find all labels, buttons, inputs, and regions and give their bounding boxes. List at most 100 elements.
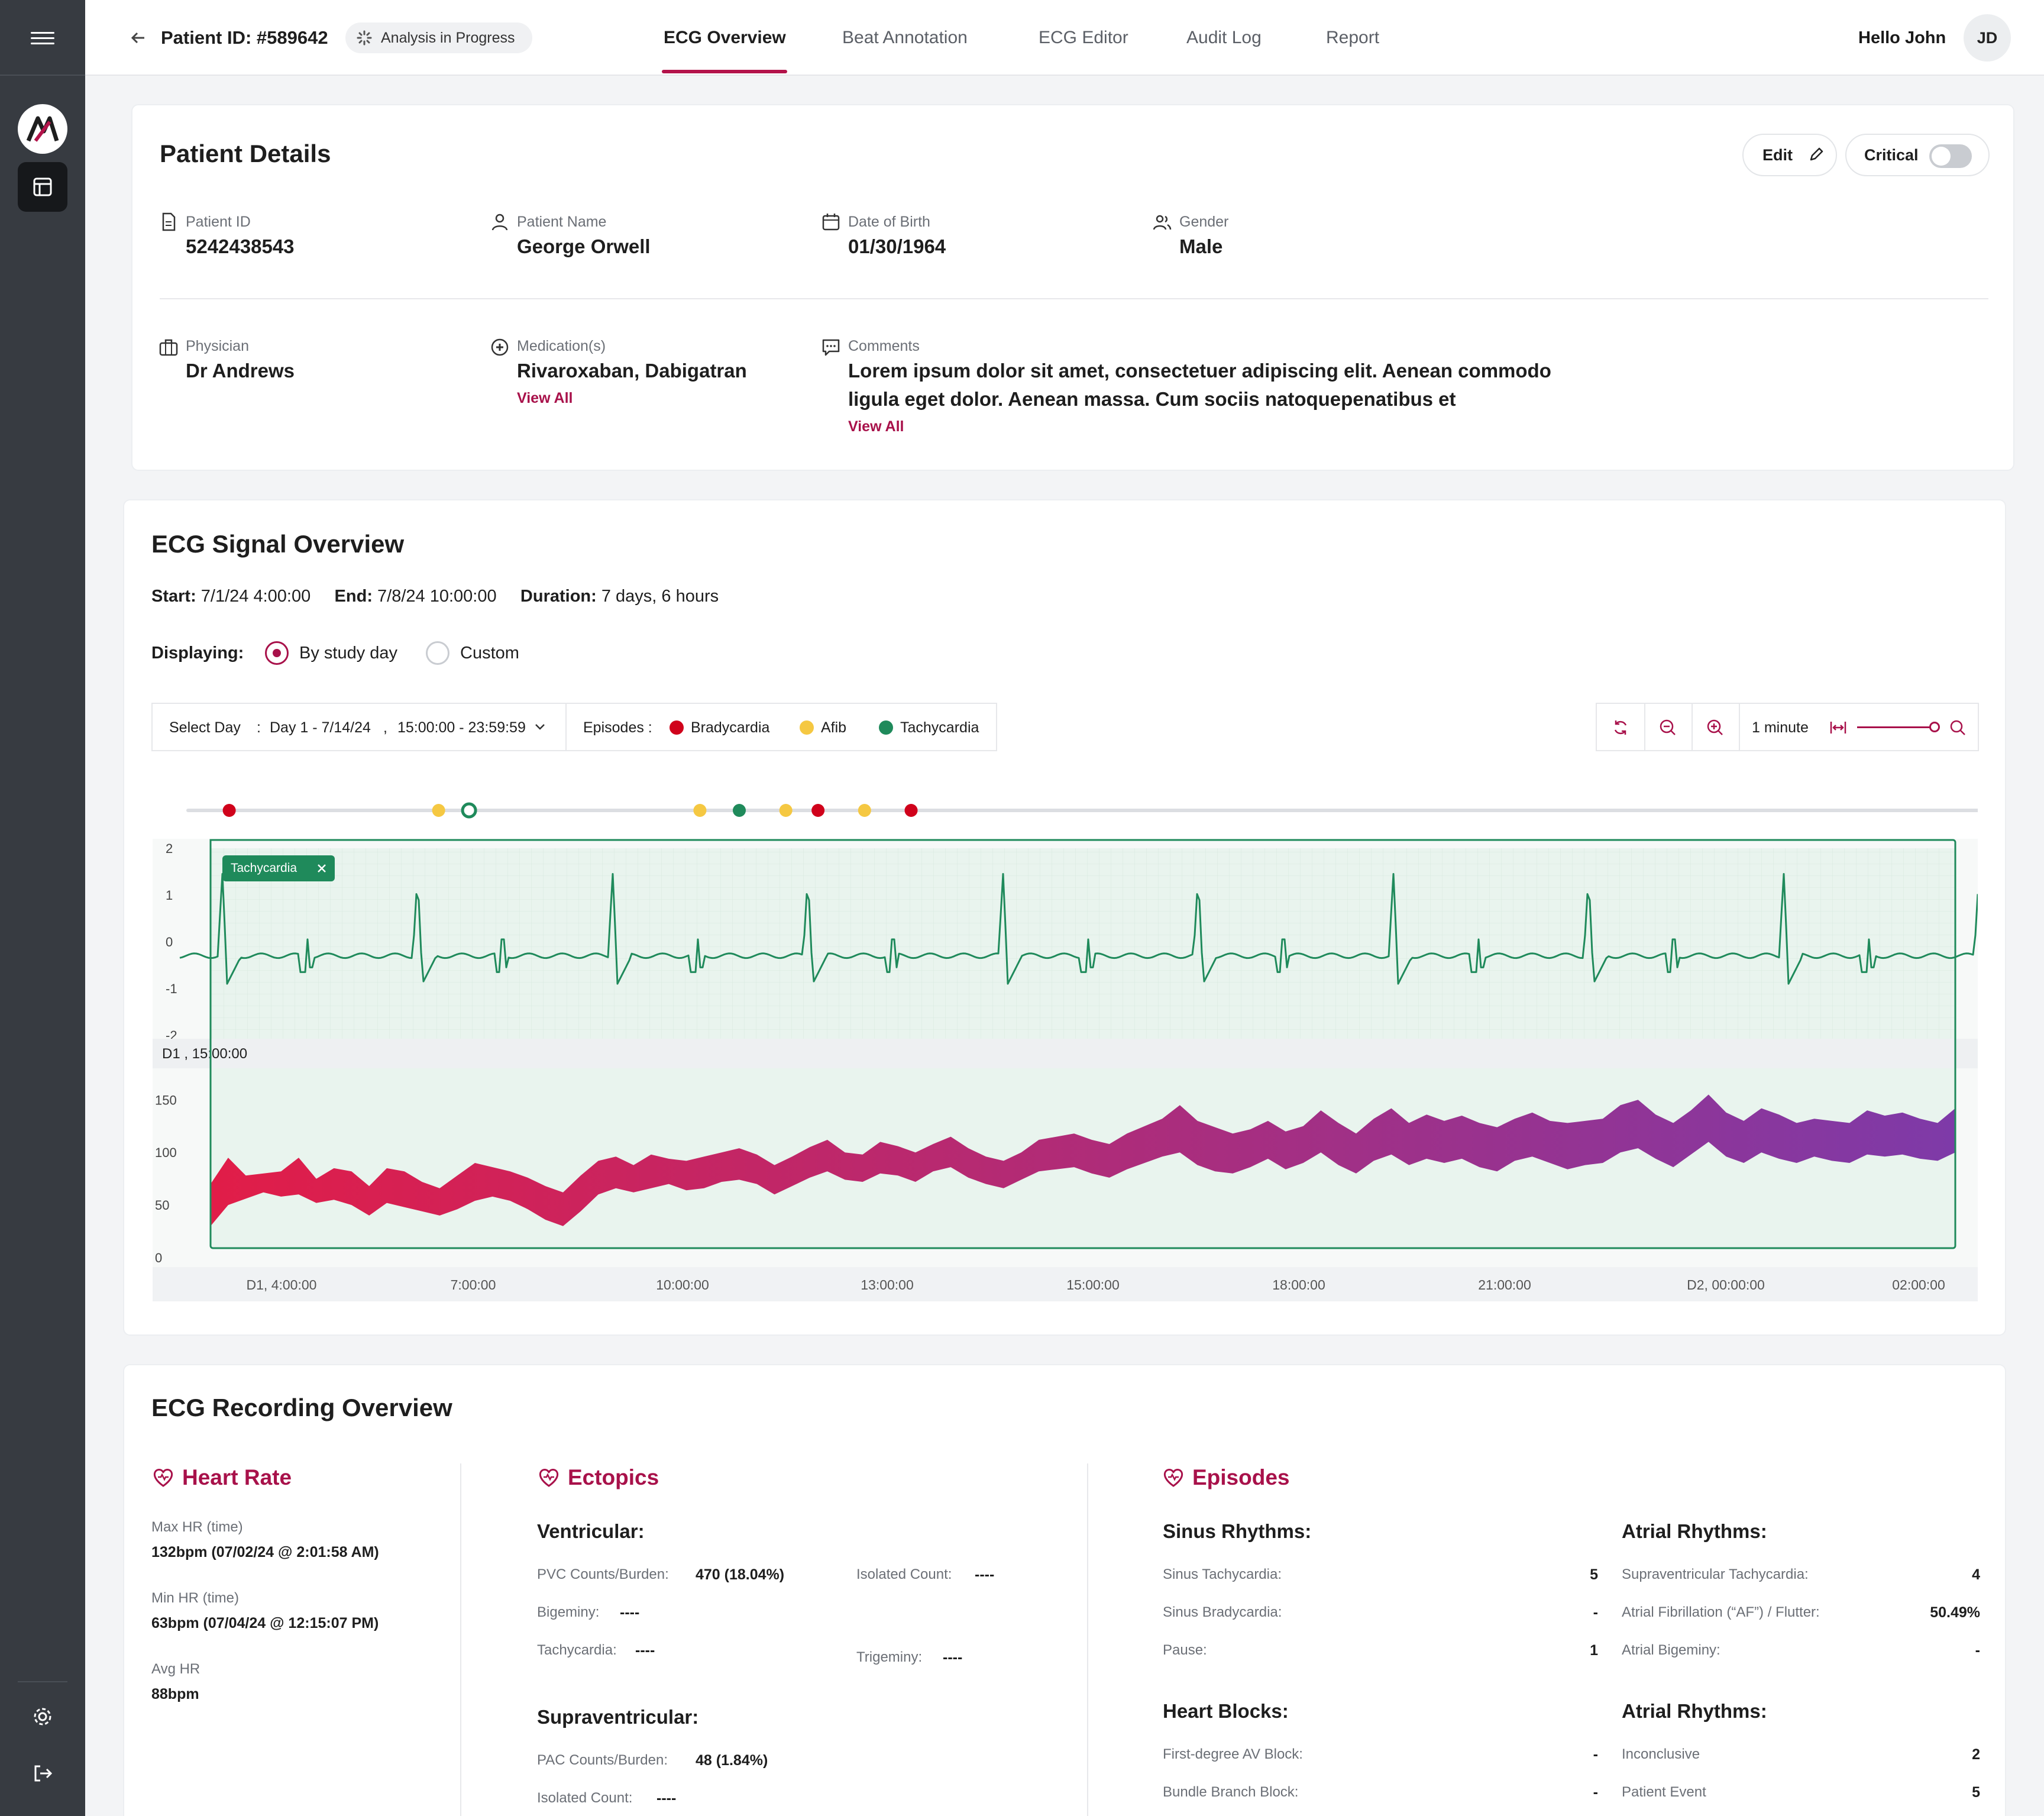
tab-report[interactable]: Report — [1326, 28, 1380, 47]
ecg-recording-overview-card: ECG Recording Overview Heart Rate Max HR… — [123, 1364, 2006, 1816]
episodes-legend: Episodes : Bradycardia Afib Tachycardia — [565, 703, 997, 751]
logout-icon[interactable] — [30, 1760, 56, 1786]
pause-label: Pause: — [1163, 1642, 1207, 1658]
column-divider — [460, 1463, 461, 1816]
tachycardia-tag[interactable]: Tachycardia — [222, 855, 335, 881]
inconclusive-label: Inconclusive — [1622, 1746, 1700, 1762]
heart-pulse-icon — [539, 1469, 559, 1487]
zoom-window-label: 1 minute — [1752, 719, 1809, 736]
atrial-bigeminy-value: - — [1975, 1642, 1980, 1659]
sidebar-item-dashboard[interactable] — [18, 162, 67, 212]
briefcase-icon — [159, 339, 178, 356]
episode-marker-bradycardia[interactable] — [811, 804, 825, 817]
comments-text-line-1: Lorem ipsum dolor sit amet, consectetuer… — [848, 360, 1551, 382]
user-greeting: Hello John — [1858, 28, 1946, 47]
radio-custom-label[interactable]: Custom — [460, 644, 519, 663]
legend-afib: Afib — [821, 719, 847, 736]
ecg-y-tick-label: 1 — [166, 888, 173, 903]
pac-label: PAC Counts/Burden: — [537, 1752, 668, 1768]
sidebar-divider — [0, 75, 85, 76]
ecg-waveform — [179, 873, 1979, 985]
ecg-y-tick-label: 2 — [166, 841, 173, 856]
loading-spinner-icon — [357, 30, 372, 46]
episode-marker-bradycardia[interactable] — [222, 804, 236, 817]
day-value: Day 1 - 7/14/24 — [270, 719, 371, 736]
medications-value: Rivaroxaban, Dabigatran — [517, 360, 747, 382]
tab-audit-log[interactable]: Audit Log — [1186, 28, 1262, 47]
trigeminy-value: ---- — [943, 1649, 963, 1666]
gender-label: Gender — [1179, 214, 1229, 230]
comments-view-all-link[interactable]: View All — [848, 418, 904, 435]
comment-icon — [822, 339, 840, 356]
reset-icon[interactable] — [1609, 716, 1632, 739]
user-icon — [491, 214, 508, 231]
settings-gear-icon[interactable] — [30, 1704, 56, 1730]
tab-ecg-overview[interactable]: ECG Overview — [664, 28, 786, 47]
recording-title: ECG Recording Overview — [151, 1394, 452, 1421]
critical-toggle-switch[interactable] — [1929, 144, 1972, 168]
status-text: Analysis in Progress — [381, 30, 515, 46]
zoom-divider — [1644, 704, 1645, 750]
hr-y-tick-label: 50 — [155, 1198, 169, 1213]
hr-y-axis: 150 100 50 0 — [155, 1093, 177, 1265]
episode-marker-track — [186, 802, 1980, 819]
zoom-slider-track[interactable] — [1857, 726, 1933, 728]
heart-pulse-icon — [1163, 1469, 1183, 1487]
fit-width-icon[interactable] — [1829, 718, 1848, 737]
radio-by-study-day-label[interactable]: By study day — [299, 644, 398, 663]
supra-isolated-value: ---- — [656, 1790, 677, 1807]
critical-toggle-button[interactable]: Critical — [1845, 134, 1990, 176]
pac-value: 48 (1.84%) — [696, 1752, 768, 1769]
radio-custom[interactable] — [426, 641, 449, 665]
atrial-rhythms-title-2: Atrial Rhythms: — [1622, 1700, 1767, 1722]
episode-marker-afib[interactable] — [858, 804, 871, 817]
tab-ecg-editor[interactable]: ECG Editor — [1039, 28, 1128, 47]
zoom-in-icon[interactable] — [1703, 716, 1727, 739]
displaying-label: Displaying: — [151, 644, 244, 663]
isolated-count-value: ---- — [975, 1566, 995, 1583]
strip-label-bar — [153, 1039, 1978, 1068]
day-time-separator: , — [383, 719, 387, 736]
avg-hr-value: 88bpm — [151, 1686, 199, 1702]
time-axis-tick-label: 15:00:00 — [1066, 1277, 1120, 1292]
legend-bradycardia: Bradycardia — [691, 719, 770, 736]
zoom-slider-handle[interactable] — [1929, 722, 1940, 732]
max-hr-label: Max HR (time) — [151, 1519, 243, 1535]
episode-marker-afib[interactable] — [693, 804, 707, 817]
tab-beat-annotation[interactable]: Beat Annotation — [842, 28, 968, 47]
critical-label: Critical — [1864, 146, 1919, 164]
ecg-y-tick-label: 0 — [166, 935, 173, 949]
episode-marker-bradycardia[interactable] — [904, 804, 918, 817]
ecg-y-tick-label: -1 — [166, 981, 177, 996]
search-icon[interactable] — [1947, 717, 1968, 738]
sinus-tachy-value: 5 — [1590, 1566, 1598, 1583]
hamburger-menu-icon[interactable] — [31, 28, 54, 47]
sidebar — [0, 0, 85, 1816]
time-axis-tick-label: D1, 4:00:00 — [247, 1277, 317, 1292]
close-icon[interactable] — [316, 862, 328, 874]
legend-tachycardia: Tachycardia — [900, 719, 979, 736]
radio-by-study-day[interactable] — [265, 641, 289, 665]
ecg-chart-area: 2 1 0 -1 -2 D1 , 15:00:00 150 100 50 0 D1, 4:00… — [153, 769, 1980, 1301]
select-day-dropdown[interactable]: Select Day : Day 1 - 7/14/24 , 15:00:00 … — [151, 703, 567, 751]
edit-button-label: Edit — [1762, 146, 1793, 164]
episode-marker-tachycardia[interactable] — [733, 804, 746, 817]
physician-value: Dr Andrews — [186, 360, 295, 382]
supra-isolated-label: Isolated Count: — [537, 1790, 633, 1806]
edit-button[interactable]: Edit — [1742, 134, 1837, 176]
medications-view-all-link[interactable]: View All — [517, 390, 573, 406]
zoom-out-icon[interactable] — [1656, 716, 1680, 739]
episode-marker-afib[interactable] — [779, 804, 793, 817]
app-logo[interactable] — [18, 104, 67, 154]
back-arrow-icon[interactable] — [127, 26, 150, 50]
episode-marker-afib[interactable] — [432, 804, 445, 817]
episode-marker-tachycardia[interactable] — [461, 802, 477, 819]
afib-flutter-label: Atrial Fibrillation (“AF”) / Flutter: — [1622, 1604, 1820, 1620]
avatar[interactable]: JD — [1964, 14, 2011, 62]
details-divider — [160, 298, 1988, 299]
tachycardia-dot — [879, 720, 893, 735]
svt-value: 4 — [1972, 1566, 1980, 1583]
duration-value: 7 days, 6 hours — [601, 587, 719, 606]
hr-y-tick-label: 150 — [155, 1093, 177, 1107]
